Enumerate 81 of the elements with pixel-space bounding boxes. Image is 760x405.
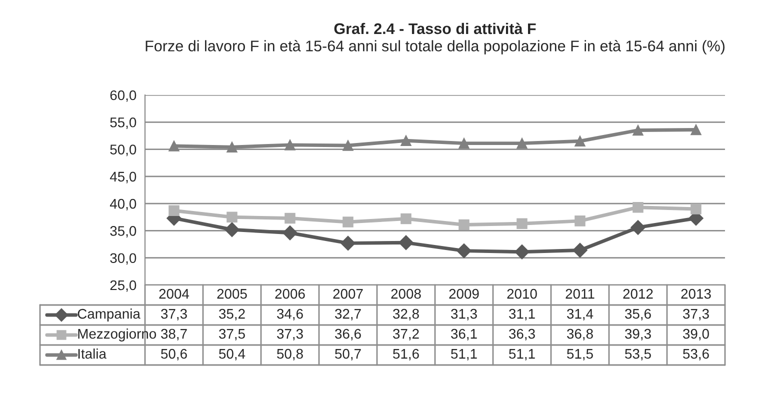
- y-tick-label: 30,0: [110, 253, 136, 265]
- legend-label: Mezzogiorno: [78, 328, 156, 342]
- y-tick-label: 35,0: [110, 226, 136, 238]
- y-tick-label: 55,0: [110, 117, 136, 129]
- point: [516, 138, 528, 149]
- data-label: 39,3: [625, 328, 651, 340]
- point: [458, 219, 470, 230]
- x-tick-label: 2008: [391, 288, 421, 299]
- data-label: 35,6: [625, 308, 651, 320]
- point: [168, 140, 180, 152]
- chart-title: Graf. 2.4 - Tasso di attività F: [334, 22, 536, 34]
- data-label: 50,8: [277, 348, 303, 360]
- data-label: 51,1: [451, 349, 477, 360]
- x-tick-label: 2005: [217, 288, 247, 299]
- data-label: 31,3: [451, 308, 477, 320]
- y-tick-label: 60,0: [110, 90, 136, 102]
- legend-label: Italia: [78, 348, 106, 359]
- data-label: 50,4: [219, 348, 246, 360]
- point: [340, 236, 356, 251]
- x-tick-label: 2011: [566, 288, 594, 299]
- x-tick-label: 2013: [681, 288, 711, 299]
- legend-label: Campania: [78, 308, 140, 322]
- data-label: 32,8: [393, 308, 419, 320]
- data-label: 34,6: [277, 308, 303, 320]
- point: [514, 244, 530, 260]
- point: [572, 242, 588, 258]
- x-tick-label: 2009: [449, 288, 479, 299]
- x-tick-label: 2004: [159, 288, 190, 299]
- y-tick-label: 40,0: [110, 198, 136, 210]
- point: [632, 202, 644, 213]
- chart-subtitle: Forze di lavoro F in età 15-64 anni sul totale della popolazione F in età 15-64 anni (%): [146, 40, 725, 54]
- data-label: 36,3: [509, 328, 535, 340]
- point: [282, 225, 298, 240]
- point: [574, 216, 586, 226]
- point: [400, 135, 412, 146]
- data-label: 37,2: [393, 328, 419, 340]
- data-label: 51,5: [567, 349, 593, 360]
- data-label: 37,3: [161, 308, 187, 320]
- data-label: 53,6: [683, 348, 709, 360]
- y-tick-label: 25,0: [110, 280, 136, 292]
- point: [284, 212, 296, 224]
- data-label: 50,6: [161, 348, 187, 360]
- data-label: 37,3: [277, 328, 303, 340]
- data-label: 51,1: [509, 349, 535, 360]
- point: [398, 235, 414, 250]
- data-label: 32,7: [335, 308, 361, 320]
- point: [690, 124, 702, 136]
- point: [630, 220, 646, 235]
- data-label: 38,7: [161, 328, 187, 340]
- point: [224, 222, 240, 238]
- data-label: 51,6: [393, 348, 419, 360]
- x-tick-label: 2012: [623, 288, 653, 299]
- x-tick-label: 2007: [333, 288, 363, 299]
- point: [574, 136, 586, 147]
- point: [456, 243, 472, 258]
- x-tick-label: 2010: [507, 288, 537, 299]
- point: [226, 212, 238, 223]
- x-tick-label: 2006: [275, 288, 305, 299]
- data-label: 36,6: [335, 328, 361, 340]
- point: [226, 142, 238, 152]
- data-label: 31,4: [567, 308, 594, 320]
- data-label: 39,0: [683, 328, 709, 340]
- data-label: 31,1: [509, 308, 535, 320]
- point: [168, 205, 180, 216]
- point: [342, 140, 354, 151]
- data-label: 37,5: [219, 328, 245, 340]
- data-label: 35,2: [219, 308, 245, 320]
- data-label: 36,1: [451, 328, 477, 340]
- point: [516, 218, 528, 230]
- data-label: 50,7: [335, 348, 361, 360]
- point: [400, 213, 412, 224]
- data-label: 37,3: [683, 308, 709, 320]
- y-tick-label: 50,0: [110, 144, 136, 156]
- point: [690, 204, 702, 214]
- point: [458, 138, 470, 149]
- y-tick-label: 45,0: [110, 172, 136, 184]
- data-label: 36,8: [567, 328, 593, 340]
- point: [284, 140, 296, 150]
- point: [342, 216, 354, 228]
- point: [632, 124, 644, 136]
- data-label: 53,5: [625, 348, 651, 360]
